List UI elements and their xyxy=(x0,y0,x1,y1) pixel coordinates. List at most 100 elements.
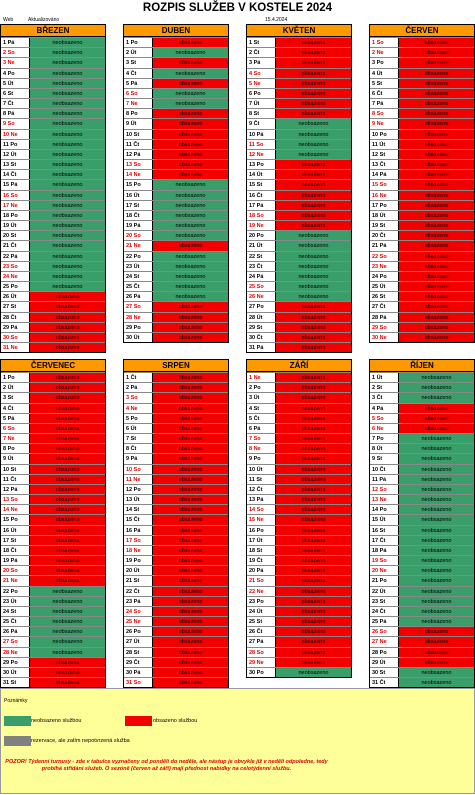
status-free: neobsazeno xyxy=(153,99,228,109)
day-label: 19 Pá xyxy=(124,221,153,231)
status-free: neobsazeno xyxy=(153,292,228,302)
day-label: 21 Ne xyxy=(1,576,30,586)
day-label: 10 Po xyxy=(370,129,399,139)
day-row: 11 St obsazeno xyxy=(247,473,351,484)
day-label: 13 So xyxy=(1,495,30,505)
day-row: 2 Út obsazeno xyxy=(1,382,105,393)
day-row: 9 Čt neobsazeno xyxy=(247,118,351,129)
day-label: 31 So xyxy=(124,678,153,688)
day-label: 5 Po xyxy=(124,413,153,423)
day-label: 11 Po xyxy=(1,139,30,149)
day-label: 2 St xyxy=(370,383,399,393)
day-row: 16 Čt obsazeno xyxy=(247,189,351,200)
day-row: 15 Čt obsazeno xyxy=(124,514,228,525)
day-label: 1 Po xyxy=(1,373,30,383)
day-label: 5 Ne xyxy=(247,78,276,88)
day-label: 4 St xyxy=(247,403,276,413)
day-label: 3 So xyxy=(124,393,153,403)
status-busy: obsazeno xyxy=(399,231,474,241)
day-label: 25 St xyxy=(247,617,276,627)
status-free: neobsazeno xyxy=(153,200,228,210)
day-label: 30 Ne xyxy=(370,332,399,343)
status-busy: obsazeno xyxy=(30,495,105,505)
status-free: neobsazeno xyxy=(30,596,105,606)
day-label: 4 Čt xyxy=(124,68,153,78)
day-label: 16 Út xyxy=(1,525,30,535)
day-row: 7 Čt neobsazeno xyxy=(1,98,105,109)
status-free: neobsazeno xyxy=(30,617,105,627)
day-label: 31 St xyxy=(1,678,30,688)
day-row: 11 So neobsazeno xyxy=(247,138,351,149)
day-row: 23 St neobsazeno xyxy=(370,595,474,606)
status-busy: obsazeno xyxy=(30,545,105,556)
status-busy: obsazeno xyxy=(153,119,228,129)
status-busy: obsazeno xyxy=(153,586,228,596)
status-busy: obsazeno xyxy=(399,160,474,170)
status-free: neobsazeno xyxy=(276,667,351,678)
status-busy: obsazeno xyxy=(153,78,228,88)
day-row: 17 Út obsazeno xyxy=(247,534,351,545)
day-label: 13 St xyxy=(1,160,30,170)
day-label: 12 Čt xyxy=(247,484,276,495)
day-label: 17 Ne xyxy=(1,200,30,210)
day-row: 3 Ne neobsazeno xyxy=(1,57,105,68)
day-row: 14 Ne obsazeno xyxy=(1,504,105,515)
day-label: 23 St xyxy=(370,596,399,606)
status-free: neobsazeno xyxy=(153,271,228,282)
day-label: 27 Čt xyxy=(370,302,399,312)
day-label: 11 So xyxy=(247,139,276,149)
page-title: ROZPIS SLUŽEB V KOSTELE 2024 xyxy=(142,2,333,14)
status-busy: obsazeno xyxy=(153,413,228,423)
day-row: 23 Út neobsazeno xyxy=(124,260,228,271)
day-row: 4 Čt obsazeno xyxy=(1,402,105,413)
status-busy: obsazeno xyxy=(276,403,351,413)
status-busy: obsazeno xyxy=(153,393,228,403)
status-busy: obsazeno xyxy=(276,190,351,200)
status-free: neobsazeno xyxy=(30,180,105,190)
day-row: 12 Pá obsazeno xyxy=(124,148,228,160)
status-busy: obsazeno xyxy=(153,434,228,444)
day-row: 22 Po neobsazeno xyxy=(124,250,228,261)
status-busy: obsazeno xyxy=(153,160,228,170)
month-7: ZÁŘÍ 1 Ne obsazeno 2 Po obsazeno 3 Út obsazeno… xyxy=(246,359,352,679)
day-label: 5 Pá xyxy=(124,78,153,88)
day-label: 14 Ne xyxy=(124,170,153,180)
month-title: KVĚTEN xyxy=(247,25,351,37)
day-row: 25 Po neobsazeno xyxy=(1,281,105,292)
status-busy: obsazeno xyxy=(276,170,351,180)
day-row: 27 So neobsazeno xyxy=(1,636,105,647)
status-busy: obsazeno xyxy=(399,403,474,413)
day-row: 29 Ne obsazeno xyxy=(247,656,351,667)
day-row: 10 St obsazeno xyxy=(124,128,228,139)
status-busy: obsazeno xyxy=(399,251,474,261)
status-busy: obsazeno xyxy=(153,515,228,525)
day-label: 26 St xyxy=(370,292,399,302)
status-busy: obsazeno xyxy=(399,99,474,109)
status-free: neobsazeno xyxy=(399,667,474,678)
status-free: neobsazeno xyxy=(30,58,105,68)
day-row: 26 Pá neobsazeno xyxy=(124,291,228,302)
day-label: 12 Po xyxy=(124,484,153,495)
status-busy: obsazeno xyxy=(276,78,351,88)
day-label: 1 So xyxy=(370,38,399,48)
status-busy: obsazeno xyxy=(153,627,228,637)
day-label: 6 Čt xyxy=(370,88,399,99)
day-label: 24 St xyxy=(1,606,30,617)
day-label: 26 Ne xyxy=(247,292,276,302)
day-row: 18 St obsazeno xyxy=(247,544,351,556)
day-row: 29 Po obsazeno xyxy=(1,656,105,667)
day-label: 29 Po xyxy=(1,657,30,667)
day-label: 13 Ne xyxy=(370,495,399,505)
day-label: 26 Po xyxy=(124,627,153,637)
status-free: neobsazeno xyxy=(399,515,474,525)
day-label: 10 Út xyxy=(247,464,276,474)
day-row: 3 St obsazeno xyxy=(124,57,228,68)
status-busy: obsazeno xyxy=(399,210,474,221)
day-row: 4 Ne obsazeno xyxy=(124,402,228,413)
status-free: neobsazeno xyxy=(399,434,474,444)
month-title: DUBEN xyxy=(124,25,228,37)
day-row: 15 St obsazeno xyxy=(247,179,351,190)
status-free: neobsazeno xyxy=(153,68,228,78)
day-row: 21 Pá obsazeno xyxy=(370,240,474,251)
day-row: 24 Po obsazeno xyxy=(370,270,474,282)
